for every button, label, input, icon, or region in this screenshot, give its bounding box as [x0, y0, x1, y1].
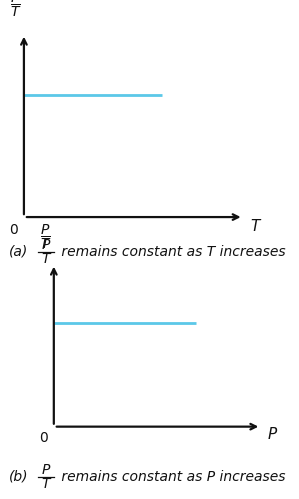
- Text: $\dfrac{P}{T}$: $\dfrac{P}{T}$: [40, 223, 51, 251]
- Text: T: T: [250, 219, 259, 234]
- Text: remains constant as T increases: remains constant as T increases: [57, 245, 286, 259]
- Text: (b): (b): [9, 470, 28, 484]
- Text: $T$: $T$: [41, 252, 52, 266]
- Text: 0: 0: [39, 431, 48, 445]
- Text: remains constant as P increases: remains constant as P increases: [57, 470, 285, 484]
- Text: P: P: [267, 427, 277, 442]
- Text: 0: 0: [9, 223, 18, 237]
- Text: $P$: $P$: [41, 238, 51, 252]
- Text: $\dfrac{P}{T}$: $\dfrac{P}{T}$: [10, 0, 21, 19]
- Text: (a): (a): [9, 245, 28, 259]
- Text: $T$: $T$: [41, 477, 52, 491]
- Text: $P$: $P$: [41, 463, 51, 477]
